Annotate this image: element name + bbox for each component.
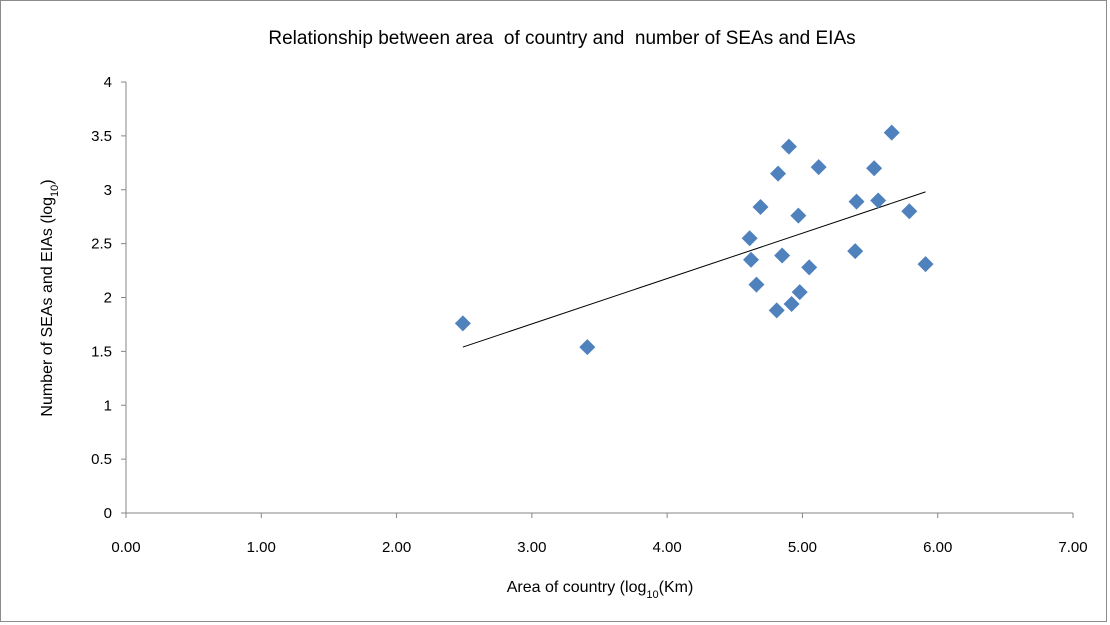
data-point [848, 193, 865, 210]
y-tick-label: 0 [104, 505, 112, 522]
data-point [847, 243, 864, 260]
y-axis-label-subscript: 10 [49, 185, 61, 197]
data-point [768, 302, 785, 319]
x-tick-label: 5.00 [788, 539, 817, 556]
y-axis-label-end: ) [39, 179, 56, 184]
data-point [810, 159, 827, 176]
y-axis-label-main: Number of SEAs and EIAs (log [39, 197, 56, 417]
x-tick-label: 7.00 [1058, 539, 1087, 556]
data-point [579, 339, 596, 356]
data-point [917, 256, 934, 273]
data-point [901, 203, 918, 220]
data-point [791, 284, 808, 301]
data-point [748, 276, 765, 293]
x-axis-label: Area of country (log10(Km) [507, 579, 694, 601]
data-point [741, 230, 758, 247]
y-tick-label: 1.5 [91, 343, 112, 360]
x-tick-label: 4.00 [653, 539, 682, 556]
y-axis-label: Number of SEAs and EIAs (log10) [39, 179, 61, 416]
data-point [774, 247, 791, 264]
y-tick-label: 1 [104, 397, 112, 414]
x-tick-label: 6.00 [923, 539, 952, 556]
y-tick-label: 2 [104, 290, 112, 307]
data-point [454, 315, 471, 332]
data-point [783, 295, 800, 312]
x-tick-label: 0.00 [111, 539, 140, 556]
y-tick-label: 4 [104, 74, 112, 91]
data-point [780, 138, 797, 155]
x-axis-ticks: 0.00 1.00 2.00 3.00 4.00 5.00 6.00 7.00 [111, 513, 1088, 556]
data-points [454, 124, 934, 356]
x-axis-label-subscript: 10 [646, 589, 658, 601]
data-point [883, 124, 900, 141]
x-tick-label: 3.00 [517, 539, 546, 556]
x-tick-label: 2.00 [382, 539, 411, 556]
chart-title: Relationship between area of country and… [268, 28, 855, 49]
y-tick-label: 3 [104, 182, 112, 199]
data-point [743, 251, 760, 268]
data-point [870, 192, 887, 209]
trendline [462, 191, 926, 348]
data-point [770, 165, 787, 182]
x-axis-label-end: (Km) [659, 579, 694, 596]
y-axis-ticks: 0 0.5 1 1.5 2 2.5 3 3.5 4 [91, 74, 126, 522]
data-point [801, 259, 818, 276]
trendline-layer [462, 191, 926, 348]
data-point [866, 160, 883, 177]
y-tick-label: 0.5 [91, 451, 112, 468]
data-point [752, 198, 769, 215]
x-axis-label-main: Area of country (log [507, 579, 647, 596]
x-tick-label: 1.00 [247, 539, 276, 556]
y-tick-label: 2.5 [91, 236, 112, 253]
data-point [790, 207, 807, 224]
y-tick-label: 3.5 [91, 128, 112, 145]
